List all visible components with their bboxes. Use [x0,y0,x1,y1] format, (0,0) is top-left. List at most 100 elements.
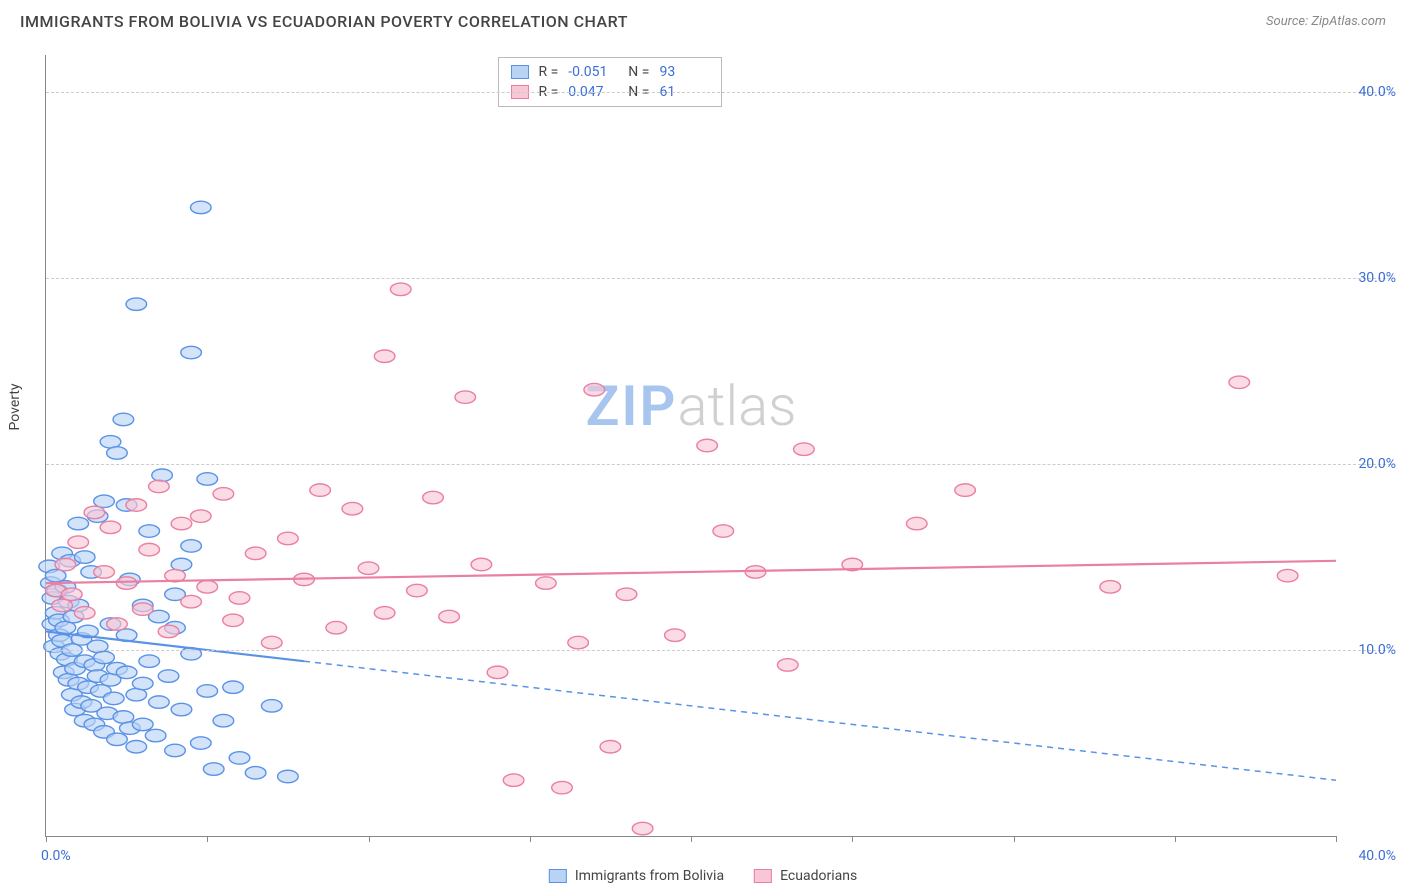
x-tick [691,836,692,842]
data-point [68,536,89,548]
data-point [213,714,234,726]
data-point [107,733,128,745]
data-point [107,447,128,459]
data-point [342,502,363,514]
data-point [94,651,115,663]
y-tick-label: 40.0% [1341,84,1396,100]
data-point [471,558,492,570]
x-tick [207,836,208,842]
data-point [261,636,282,648]
data-point [139,525,160,537]
data-point [126,298,147,310]
gridline [46,278,1391,279]
y-tick-label: 10.0% [1341,642,1396,658]
data-point [113,413,134,425]
data-point [794,443,815,455]
y-axis-label: Poverty [7,383,23,430]
gridline [46,650,1391,651]
data-point [455,391,476,403]
legend-swatch [754,869,772,883]
data-point [439,610,460,622]
y-tick-label: 20.0% [1341,456,1396,472]
legend: Immigrants from Bolivia Ecuadorians [549,868,857,884]
x-tick [530,836,531,842]
chart-container: ZIPatlas R = -0.051N = 93R = 0.047N = 61… [45,55,1336,837]
x-tick [852,836,853,842]
legend-swatch [549,869,567,883]
stat-r-value: -0.051 [568,64,618,80]
data-point [503,774,524,786]
data-point [261,700,282,712]
data-point [310,484,331,496]
data-point [68,517,89,529]
data-point [600,740,621,752]
x-label-end: 40.0% [1358,848,1396,864]
data-point [278,532,299,544]
data-point [158,670,179,682]
data-point [100,521,121,533]
data-point [116,577,137,589]
gridline [46,92,1391,93]
data-point [584,383,605,395]
correlation-stats-box: R = -0.051N = 93R = 0.047N = 61 [498,57,723,107]
data-point [358,562,379,574]
data-point [713,525,734,537]
x-tick [369,836,370,842]
data-point [190,510,211,522]
data-point [223,614,244,626]
data-point [632,822,653,834]
legend-item: Ecuadorians [754,868,857,884]
x-label-start: 0.0% [41,848,71,864]
x-tick [1014,836,1015,842]
source-attribution: Source: ZipAtlas.com [1266,14,1386,29]
data-point [74,607,95,619]
data-point [197,685,218,697]
data-point [203,763,224,775]
data-point [213,488,234,500]
chart-title: IMMIGRANTS FROM BOLIVIA VS ECUADORIAN PO… [20,12,628,31]
series-swatch [511,65,529,79]
data-point [197,473,218,485]
data-point [132,603,153,615]
data-point [139,655,160,667]
data-point [132,677,153,689]
data-point [616,588,637,600]
data-point [407,584,428,596]
data-point [181,540,202,552]
data-point [1229,376,1250,388]
stat-n-label: N = [628,64,649,80]
trend-line [46,561,1336,583]
data-point [1277,569,1298,581]
data-point [229,752,250,764]
data-point [374,350,395,362]
data-point [1100,581,1121,593]
data-point [777,659,798,671]
data-point [181,595,202,607]
data-point [94,566,115,578]
data-point [74,551,95,563]
data-point [326,621,347,633]
data-point [126,740,147,752]
header: IMMIGRANTS FROM BOLIVIA VS ECUADORIAN PO… [0,0,1406,39]
data-point [116,666,137,678]
data-point [84,506,105,518]
legend-label: Immigrants from Bolivia [575,868,724,884]
data-point [107,618,128,630]
data-point [190,201,211,213]
data-point [245,767,266,779]
data-point [229,592,250,604]
data-point [145,729,166,741]
data-point [190,737,211,749]
data-point [245,547,266,559]
scatter-plot-svg [46,55,1336,836]
data-point [165,744,186,756]
data-point [374,607,395,619]
x-tick [1175,836,1176,842]
legend-item: Immigrants from Bolivia [549,868,724,884]
data-point [955,484,976,496]
data-point [152,469,173,481]
data-point [158,625,179,637]
data-point [171,703,192,715]
data-point [697,439,718,451]
data-point [223,681,244,693]
